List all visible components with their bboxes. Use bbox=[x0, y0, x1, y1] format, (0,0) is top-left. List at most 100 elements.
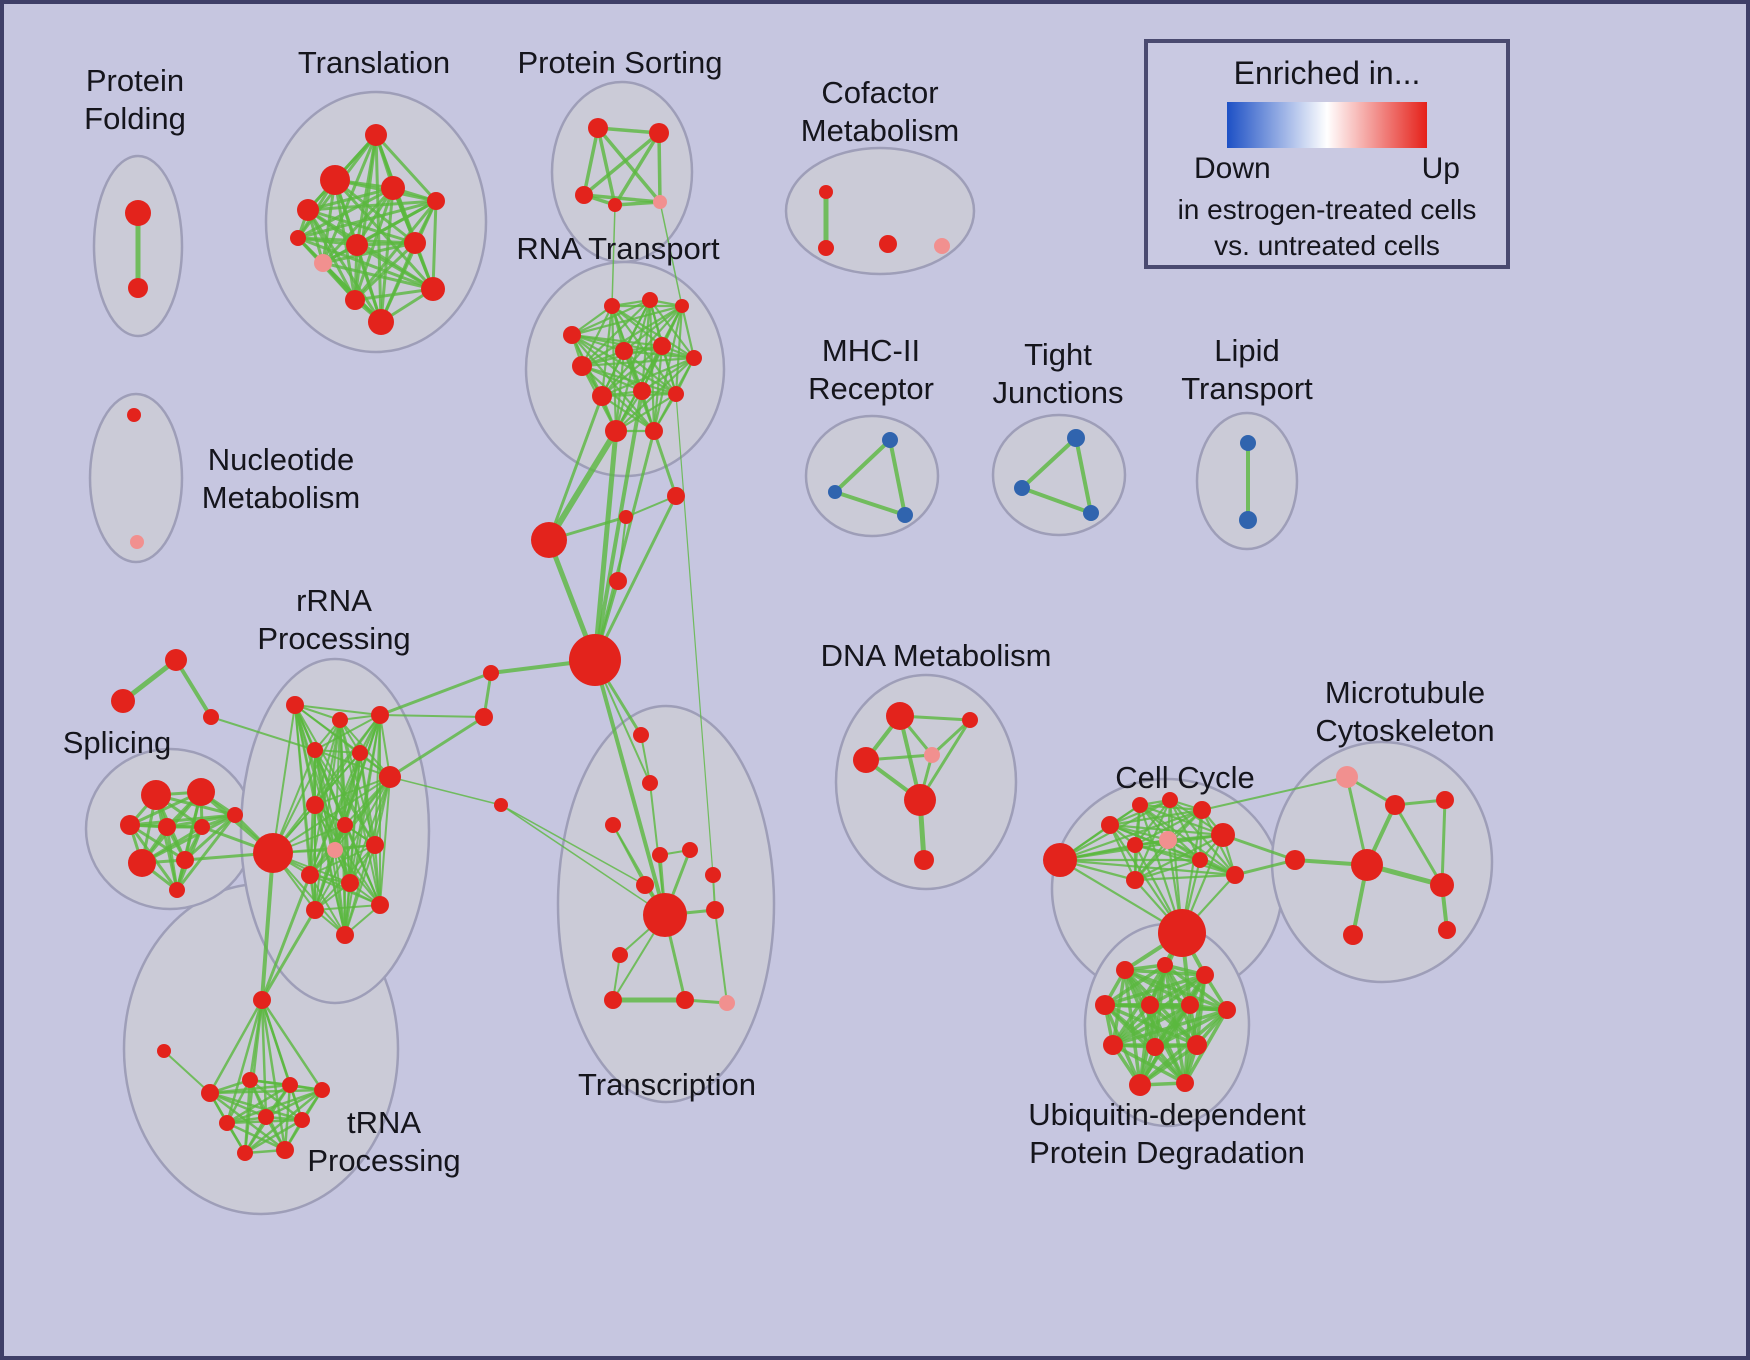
network-edge bbox=[1111, 1003, 1192, 1047]
network-node-rr14 bbox=[306, 901, 324, 919]
network-node-xa bbox=[165, 649, 187, 671]
network-edge bbox=[314, 749, 346, 936]
network-edge bbox=[610, 304, 618, 433]
network-node-rr13 bbox=[341, 874, 359, 892]
network-node-c1 bbox=[619, 510, 633, 524]
network-node-t7 bbox=[346, 234, 368, 256]
network-edge bbox=[500, 804, 646, 886]
network-node-rt10 bbox=[633, 382, 651, 400]
cluster-ellipse-cofactor-metabolism bbox=[784, 146, 976, 276]
network-edge bbox=[379, 776, 391, 906]
network-node-ub1 bbox=[1116, 961, 1134, 979]
network-node-mh2 bbox=[828, 485, 842, 499]
network-node-dm1 bbox=[886, 702, 914, 730]
network-node-tc7 bbox=[636, 876, 654, 894]
network-node-ub9 bbox=[1146, 1038, 1164, 1056]
network-edge bbox=[353, 287, 435, 302]
network-node-rt3 bbox=[642, 292, 658, 308]
network-node-rr1 bbox=[286, 696, 304, 714]
network-edge bbox=[614, 349, 626, 433]
network-edge bbox=[314, 904, 381, 911]
cluster-ellipse-mhc-ii-receptor bbox=[804, 414, 940, 538]
network-edge bbox=[1133, 858, 1202, 882]
network-edge bbox=[652, 344, 664, 433]
network-edge bbox=[714, 909, 728, 1004]
network-node-rr6 bbox=[379, 766, 401, 788]
network-edge bbox=[613, 131, 661, 207]
network-node-pf2 bbox=[128, 278, 148, 298]
network-edge bbox=[580, 304, 614, 368]
network-node-t11 bbox=[345, 290, 365, 310]
network-node-ub12 bbox=[1176, 1074, 1194, 1092]
network-edge bbox=[1133, 808, 1204, 847]
network-edge bbox=[208, 998, 264, 1095]
network-edge bbox=[314, 749, 376, 846]
network-node-c3 bbox=[609, 572, 627, 590]
network-edge bbox=[260, 998, 268, 1119]
cluster-label-cell-cycle: Cell Cycle bbox=[1115, 760, 1255, 795]
legend-up-label: Up bbox=[1421, 152, 1460, 185]
network-edge bbox=[1020, 436, 1078, 490]
cluster-label-rrna-processing: rRNA Processing bbox=[257, 583, 411, 656]
network-node-ub4 bbox=[1095, 995, 1115, 1015]
network-node-rt11 bbox=[668, 386, 684, 402]
network-node-tj1 bbox=[1067, 429, 1085, 447]
network-edge bbox=[1103, 963, 1167, 1007]
network-node-mc7 bbox=[1343, 925, 1363, 945]
cluster-label-nucleotide-metabolism: Nucleotide Metabolism bbox=[201, 442, 361, 515]
network-node-t10 bbox=[421, 277, 445, 301]
network-edge bbox=[225, 1088, 324, 1125]
network-node-mh1 bbox=[882, 432, 898, 448]
network-edge bbox=[353, 241, 417, 302]
network-node-cc7 bbox=[1127, 837, 1143, 853]
network-edge bbox=[1138, 1008, 1229, 1087]
cluster-label-dna-metabolism: DNA Metabolism bbox=[820, 638, 1052, 673]
network-node-tn3 bbox=[242, 1072, 258, 1088]
network-node-ub5 bbox=[1141, 996, 1159, 1014]
network-node-ub10 bbox=[1187, 1035, 1207, 1055]
cluster-label-microtubule-cytoskeleton: Microtubule Cytoskeleton bbox=[1315, 675, 1495, 748]
network-node-t9 bbox=[314, 254, 332, 272]
network-node-dm6 bbox=[914, 850, 934, 870]
network-edge bbox=[580, 364, 656, 433]
network-edge bbox=[593, 658, 667, 917]
network-node-rr2 bbox=[332, 712, 348, 728]
network-node-cc5 bbox=[1193, 801, 1211, 819]
network-edge bbox=[500, 804, 666, 916]
network-edge bbox=[314, 714, 381, 751]
network-edge bbox=[600, 356, 696, 398]
network-edge bbox=[888, 438, 907, 517]
network-canvas bbox=[84, 80, 1494, 1216]
network-edge bbox=[321, 241, 417, 265]
network-edge bbox=[1111, 1008, 1229, 1047]
network-node-h1 bbox=[531, 522, 567, 558]
network-node-rt5 bbox=[572, 356, 592, 376]
network-node-tn8 bbox=[294, 1112, 310, 1128]
network-edge bbox=[374, 844, 381, 906]
network-edge bbox=[833, 490, 907, 517]
network-edge bbox=[592, 428, 619, 663]
network-node-rt1 bbox=[563, 326, 581, 344]
network-edge bbox=[640, 356, 696, 393]
network-node-nm1 bbox=[127, 408, 141, 422]
network-edge bbox=[140, 813, 237, 865]
legend-down-label: Down bbox=[1194, 152, 1271, 185]
network-edge bbox=[1133, 843, 1237, 877]
network-edge bbox=[1111, 968, 1127, 1047]
network-node-mc6 bbox=[1430, 873, 1454, 897]
network-node-ub11 bbox=[1129, 1074, 1151, 1096]
network-node-rt8 bbox=[686, 350, 702, 366]
network-edge bbox=[580, 364, 644, 393]
network-edge bbox=[314, 749, 391, 778]
network-node-rr5 bbox=[352, 745, 368, 761]
network-edge bbox=[1133, 798, 1172, 882]
network-node-cc6 bbox=[1211, 823, 1235, 847]
network-edge bbox=[314, 752, 361, 911]
network-node-lt1 bbox=[1240, 435, 1256, 451]
network-edge bbox=[294, 704, 381, 716]
network-edge bbox=[680, 304, 696, 360]
network-edge bbox=[296, 199, 438, 240]
network-node-rt7 bbox=[653, 337, 671, 355]
legend-gradient-bar bbox=[1227, 102, 1427, 148]
